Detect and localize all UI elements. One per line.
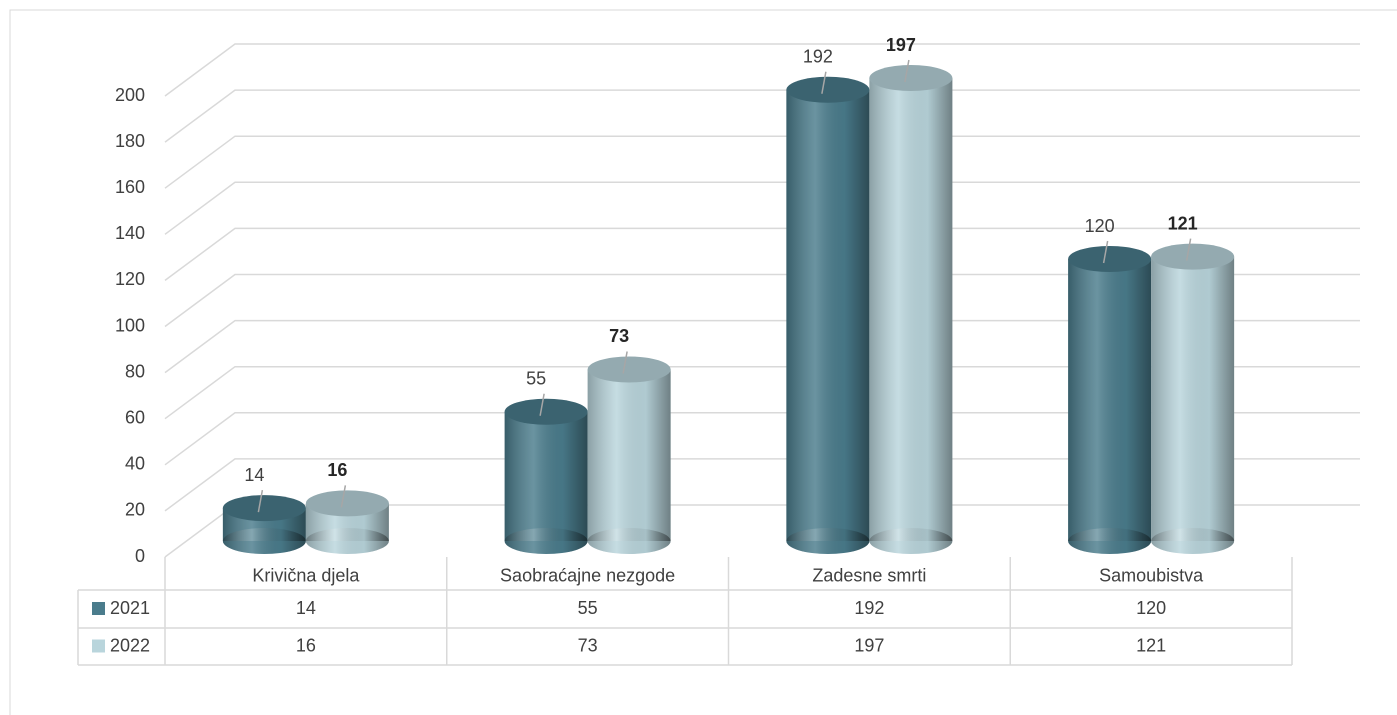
table-value: 197 [854, 635, 884, 655]
leader-line [340, 485, 347, 508]
y-tick-label: 60 [125, 407, 145, 427]
cylinder-top-shade [305, 490, 389, 517]
x-tick-label: Zadesne smrti [812, 565, 926, 585]
cylinder-shade [1068, 259, 1152, 541]
x-tick-label: Saobraćajne nezgode [500, 565, 675, 585]
cylinder-top-shade [869, 65, 953, 92]
cylinder-top-shade [504, 398, 588, 425]
y-tick-label: 180 [115, 131, 145, 151]
y-tick-label: 80 [125, 361, 145, 381]
table-value: 192 [854, 598, 884, 618]
table-value: 120 [1136, 598, 1166, 618]
table-value: 121 [1136, 635, 1166, 655]
data-label: 197 [886, 35, 916, 55]
cylinder-top-shade [222, 495, 306, 522]
leader-line [622, 351, 628, 374]
data-label: 192 [803, 47, 833, 67]
legend-swatch [92, 602, 105, 615]
data-label: 120 [1085, 216, 1115, 236]
y-tick-label: 0 [135, 546, 145, 566]
cylinder-top-shade [786, 76, 870, 103]
data-label: 14 [244, 465, 264, 485]
leader-line [257, 489, 264, 513]
cylinder-shade [1151, 256, 1235, 541]
y-tick-label: 40 [125, 454, 145, 474]
y-tick-label: 20 [125, 500, 145, 520]
grid-line [164, 89, 1360, 143]
y-tick-label: 200 [115, 85, 145, 105]
grid-line [164, 458, 1360, 512]
table-value: 14 [296, 598, 316, 618]
grid-line [164, 365, 1360, 420]
cylinder-bottom-shade [1151, 528, 1235, 554]
cylinder-shade [869, 78, 953, 542]
chart-frame [9, 9, 1397, 715]
cylinder-shade [786, 89, 870, 542]
cylinder-bottom-shade [222, 528, 306, 554]
y-tick-label: 140 [115, 223, 145, 243]
cylinder-top-shade [1151, 243, 1235, 270]
table-value: 73 [578, 635, 598, 655]
leader-line [904, 59, 910, 83]
cylinder-top [869, 65, 953, 92]
x-tick-label: Samoubistva [1099, 565, 1204, 585]
grid-line [164, 227, 1360, 282]
cylinder-top [1068, 246, 1152, 272]
leader-line [1185, 238, 1192, 261]
y-tick-label: 100 [115, 315, 145, 335]
data-label: 16 [327, 460, 347, 480]
cylinder-top [587, 356, 671, 383]
leader-line [821, 71, 827, 94]
cylinder-bottom-shade [869, 528, 953, 554]
cylinder-bottom-shade [504, 528, 588, 554]
data-label: 73 [609, 326, 629, 346]
grid-line [164, 319, 1360, 374]
cylinder-bottom-shade [786, 528, 870, 554]
y-tick-label: 120 [115, 269, 145, 289]
cylinder-top-shade [587, 356, 671, 383]
grid-line [164, 273, 1360, 328]
cylinder-bottom-shade [587, 528, 671, 554]
table-value: 55 [578, 598, 598, 618]
cylinder-bottom-shade [1068, 528, 1152, 554]
cylinder-top [305, 490, 389, 517]
grid-line [164, 135, 1360, 189]
data-label: 55 [526, 369, 546, 389]
grid-line [164, 181, 1360, 235]
table-value: 16 [296, 635, 316, 655]
y-tick-label: 160 [115, 177, 145, 197]
cylinder-top-shade [1068, 246, 1152, 272]
leader-line [539, 393, 545, 416]
cylinder-shade [504, 411, 588, 541]
cylinder-top [504, 398, 588, 425]
cylinder-top [1151, 243, 1235, 270]
legend-label: 2022 [110, 635, 150, 655]
cylinder-top [222, 495, 306, 522]
cylinder-shade [587, 369, 671, 541]
x-tick-label: Krivična djela [252, 565, 360, 585]
grid-line [164, 43, 1360, 97]
legend-swatch [92, 639, 105, 653]
grid-line [164, 412, 1360, 466]
cylinder-top [786, 76, 870, 103]
legend-label: 2021 [110, 598, 150, 618]
data-label: 121 [1168, 213, 1198, 233]
cylinder-bottom-shade [305, 528, 389, 554]
leader-line [1102, 240, 1109, 264]
